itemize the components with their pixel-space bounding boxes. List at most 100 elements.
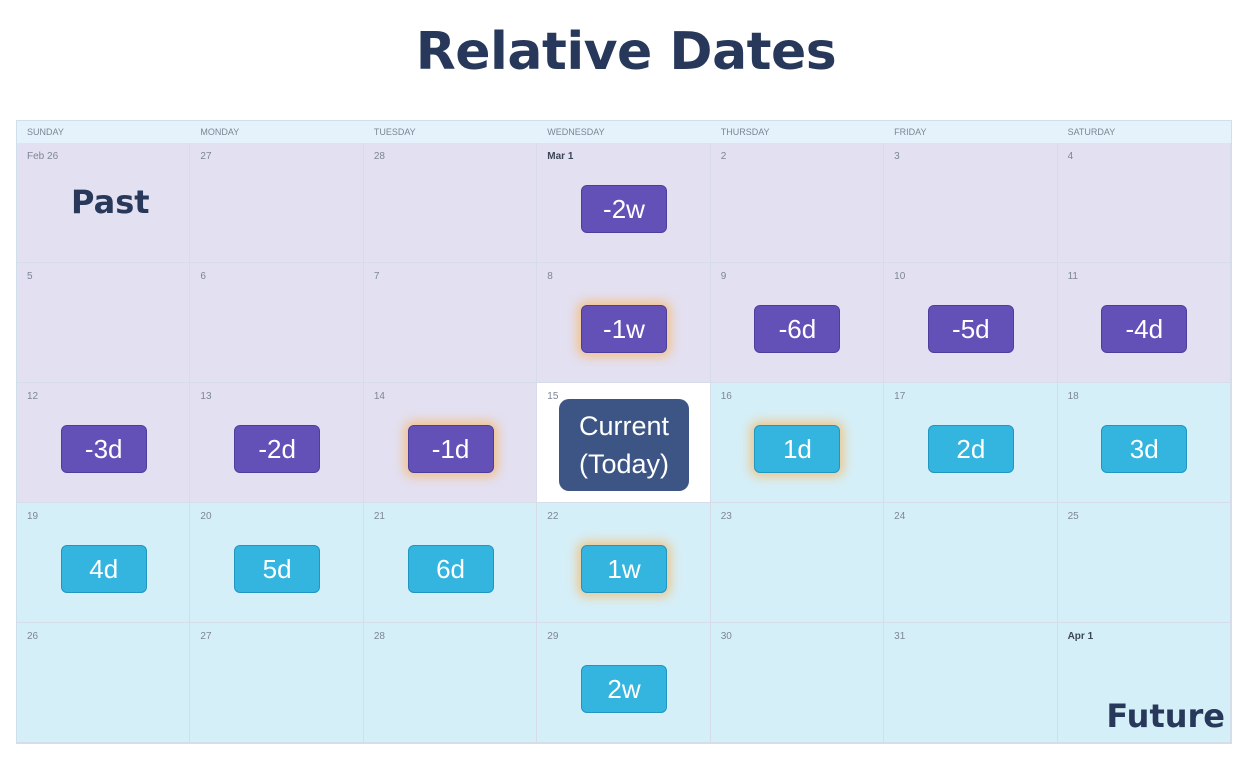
day-cell-2-3[interactable]: 15 Current (Today) [537,383,711,503]
date-number: 31 [894,631,906,642]
offset-chip: -2d [234,425,321,473]
day-cell-0-3[interactable]: Mar 1 -2w [537,143,711,263]
day-cell-3-0[interactable]: 19 4d [17,503,191,623]
offset-chip: -2w [580,185,667,233]
date-number: 9 [720,271,727,282]
date-number: 2 [720,151,727,162]
date-number: 28 [373,631,385,642]
day-cell-1-0[interactable]: 5 [17,263,191,383]
date-number: 7 [373,271,380,282]
date-number: 28 [373,151,385,162]
date-number: 19 [27,511,39,522]
day-cell-2-2[interactable]: 14 -1d [363,383,538,503]
offset-chip: 5d [234,545,321,593]
date-number: 13 [200,391,212,402]
day-cell-4-1[interactable]: 27 [190,623,364,743]
offset-chip: 2w [580,665,667,713]
offset-chip: 1w [580,545,667,593]
day-cell-0-6[interactable]: 4 [1057,143,1231,263]
day-cell-2-5[interactable]: 17 2d [884,383,1058,503]
weekday-header-wednesday: WEDNESDAY [537,121,711,143]
date-number: 30 [720,631,732,642]
offset-chip: -1w [580,305,667,353]
date-number: Apr 1 [1067,631,1094,642]
day-cell-1-4[interactable]: 9 -6d [710,263,885,383]
date-number: 3 [894,151,900,162]
day-cell-1-2[interactable]: 7 [363,263,538,383]
date-number: 5 [27,271,33,282]
calendar-grid: SUNDAY MONDAY TUESDAY WEDNESDAY THURSDAY FRID… [16,120,1232,744]
today-label: (Today) [578,449,669,479]
date-number: Mar 1 [547,151,574,162]
date-number: 8 [547,271,553,282]
day-cell-1-1[interactable]: 6 [190,263,364,383]
date-number: 4 [1067,151,1074,162]
day-cell-3-2[interactable]: 21 6d [363,503,538,623]
current-today-chip: Current (Today) [558,399,689,491]
day-cell-4-3[interactable]: 29 2w [537,623,711,743]
day-cell-1-3[interactable]: 8 -1w [537,263,711,383]
page-title: Relative Dates [415,22,837,82]
day-cell-0-0[interactable]: Feb 26 [17,143,191,263]
weekday-header-sunday: SUNDAY [17,121,191,143]
offset-chip: 3d [1101,425,1188,473]
offset-chip: -3d [60,425,147,473]
weekday-header-monday: MONDAY [190,121,364,143]
day-cell-3-6[interactable]: 25 [1057,503,1231,623]
date-number: 24 [894,511,906,522]
date-number: 16 [720,391,732,402]
date-number: 15 [547,391,559,402]
date-number: 26 [27,631,39,642]
weekday-header-saturday: SATURDAY [1057,121,1231,143]
day-cell-1-5[interactable]: 10 -5d [884,263,1058,383]
offset-chip: 4d [60,545,147,593]
day-cell-3-4[interactable]: 23 [710,503,885,623]
offset-chip: 1d [754,425,841,473]
weekday-header-thursday: THURSDAY [710,121,885,143]
date-number: 23 [720,511,732,522]
date-number: 21 [373,511,385,522]
day-cell-0-4[interactable]: 2 [710,143,885,263]
date-number: 27 [200,151,212,162]
day-cell-0-1[interactable]: 27 [190,143,364,263]
date-number: 29 [547,631,559,642]
date-number: 10 [894,271,906,282]
day-cell-3-1[interactable]: 20 5d [190,503,364,623]
day-cell-2-6[interactable]: 18 3d [1057,383,1231,503]
offset-chip: -5d [927,305,1014,353]
date-number: 20 [200,511,212,522]
day-cell-2-1[interactable]: 13 -2d [190,383,364,503]
day-cell-1-6[interactable]: 11 -4d [1057,263,1231,383]
offset-chip: 6d [407,545,494,593]
day-cell-3-3[interactable]: 22 1w [537,503,711,623]
date-number: 11 [1067,271,1078,282]
current-label: Current [578,411,669,441]
date-number: 17 [894,391,906,402]
weekday-header-tuesday: TUESDAY [363,121,538,143]
day-cell-4-6[interactable]: Apr 1 [1057,623,1231,743]
offset-chip: -6d [754,305,841,353]
date-number: 18 [1067,391,1079,402]
day-cell-2-4[interactable]: 16 1d [710,383,885,503]
offset-chip: -4d [1101,305,1188,353]
future-label: Future [1106,697,1225,735]
offset-chip: 2d [927,425,1014,473]
day-cell-2-0[interactable]: 12 -3d [17,383,191,503]
day-cell-3-5[interactable]: 24 [884,503,1058,623]
day-cell-0-2[interactable]: 28 [363,143,538,263]
date-number: 6 [200,271,206,282]
day-cell-4-0[interactable]: 26 [17,623,191,743]
past-label: Past [71,183,150,221]
day-cell-4-4[interactable]: 30 [710,623,885,743]
offset-chip: -1d [407,425,494,473]
date-number: 22 [547,511,559,522]
day-cell-4-2[interactable]: 28 [363,623,538,743]
date-number: 12 [27,391,39,402]
date-number: 25 [1067,511,1079,522]
weekday-header-friday: FRIDAY [884,121,1058,143]
date-number: 14 [373,391,385,402]
day-cell-4-5[interactable]: 31 [884,623,1058,743]
date-number: Feb 26 [27,151,59,162]
date-number: 27 [200,631,212,642]
day-cell-0-5[interactable]: 3 [884,143,1058,263]
